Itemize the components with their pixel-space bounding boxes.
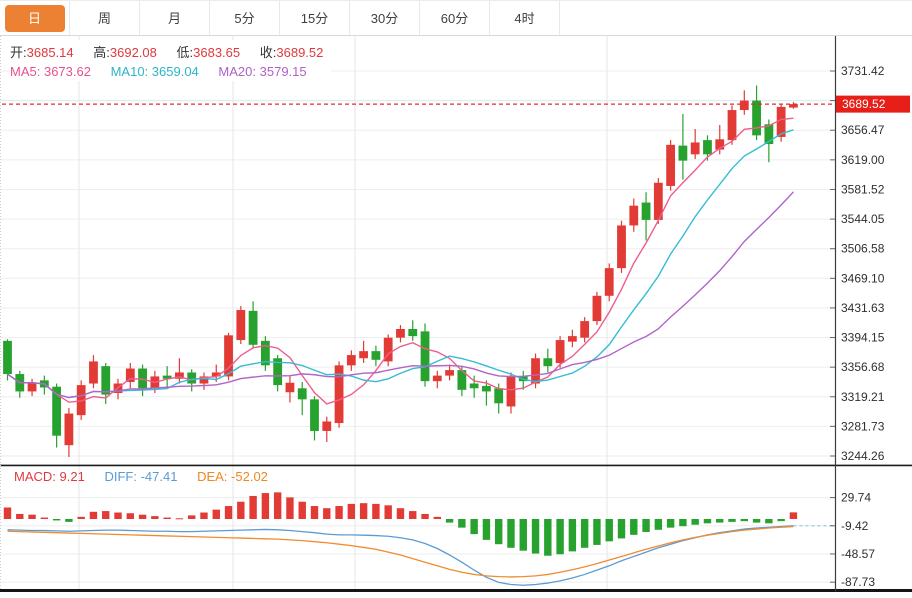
price-axis-labels: 3731.42 3656.47 3619.00 3581.52 3544.05 3506.… <box>841 64 885 589</box>
price-axis-label: 3581.52 <box>841 182 885 196</box>
ma10-value: 3659.04 <box>151 64 199 79</box>
price-axis-label: 3619.00 <box>841 153 885 167</box>
tab-label-15min: 15分 <box>300 10 329 26</box>
price-gridlines <box>0 70 835 457</box>
tab-month[interactable]: 月 <box>140 1 210 35</box>
ma5-value: 3673.62 <box>43 64 91 79</box>
tab-label-5min: 5分 <box>234 10 255 26</box>
tab-label-day: 日 <box>4 4 65 32</box>
close-value: 3689.52 <box>276 45 324 60</box>
price-axis-label: 3281.73 <box>841 419 885 433</box>
diff-line <box>7 525 794 586</box>
tab-60min[interactable]: 60分 <box>420 1 490 35</box>
high-label: 高: <box>93 45 110 60</box>
ma10-pair: MA10: 3659.04 <box>111 64 199 79</box>
ma5-label: MA5: <box>10 64 41 79</box>
tab-5min[interactable]: 5分 <box>210 1 280 35</box>
ma5-pair: MA5: 3673.62 <box>10 64 91 79</box>
macd-pair: MACD: 9.21 <box>14 469 85 484</box>
macd-value: 9.21 <box>59 469 85 484</box>
price-axis-label: 3356.68 <box>841 360 885 374</box>
ma20-value: 3579.15 <box>259 64 307 79</box>
tab-label-4hour: 4时 <box>514 10 535 26</box>
macd-label: MACD: <box>14 469 56 484</box>
high-pair: 高:3692.08 <box>93 45 157 60</box>
dea-pair: DEA: -52.02 <box>197 469 268 484</box>
price-axis-label: 3244.26 <box>841 449 885 463</box>
low-value: 3683.65 <box>193 45 241 60</box>
price-axis-label: 3731.42 <box>841 64 885 78</box>
dea-line <box>7 525 794 578</box>
high-value: 3692.08 <box>109 45 157 60</box>
low-pair: 低:3683.65 <box>177 45 241 60</box>
macd-gridlines <box>0 497 835 583</box>
macd-axis-label: -9.42 <box>841 519 869 533</box>
ma20-line <box>7 191 794 399</box>
tab-label-month: 月 <box>167 10 181 26</box>
macd-axis-label: -87.73 <box>841 575 875 589</box>
ma20-label: MA20: <box>218 64 256 79</box>
macd-axis-label: -48.57 <box>841 547 875 561</box>
open-pair: 开:3685.14 <box>10 45 74 60</box>
tab-week[interactable]: 周 <box>70 1 140 35</box>
macd-histogram <box>3 492 798 556</box>
tab-day[interactable]: 日 <box>0 1 70 35</box>
price-axis-label: 3506.58 <box>841 242 885 256</box>
low-label: 低: <box>176 45 194 60</box>
close-pair: 收:3689.52 <box>260 45 324 60</box>
ma10-line <box>7 129 794 399</box>
current-price-badge <box>836 95 910 113</box>
open-label: 开: <box>10 45 27 60</box>
ma-row: MA5: 3673.62 MA10: 3659.04 MA20: 3579.15 <box>10 62 331 81</box>
tab-label-60min: 60分 <box>440 10 469 26</box>
price-axis-label: 3656.47 <box>841 123 885 137</box>
dea-label: DEA: <box>197 469 228 484</box>
vertical-gridlines <box>78 36 608 591</box>
tab-15min[interactable]: 15分 <box>280 1 350 35</box>
price-axis-label: 3544.05 <box>841 212 885 226</box>
tab-30min[interactable]: 30分 <box>350 1 420 35</box>
diff-pair: DIFF: -47.41 <box>104 469 177 484</box>
ma5-line <box>7 117 794 405</box>
macd-axis-label: 29.74 <box>841 491 871 505</box>
diff-label: DIFF: <box>104 469 137 484</box>
current-price-badge-text: 3689.52 <box>842 97 886 111</box>
axis-ticks <box>830 70 835 583</box>
candlestick-series <box>3 85 798 458</box>
close-label: 收: <box>259 45 277 60</box>
diff-value: -47.41 <box>140 469 178 484</box>
tab-label-30min: 30分 <box>370 10 399 26</box>
price-axis-label: 3431.63 <box>841 301 885 315</box>
tab-label-week: 周 <box>97 10 111 26</box>
macd-indicator-row: MACD: 9.21 DIFF: -47.41 DEA: -52.02 <box>14 469 284 484</box>
timeframe-tabbar: 日 周 月 5分 15分 30分 60分 4时 <box>0 0 912 36</box>
price-axis-label: 3319.21 <box>841 390 885 404</box>
tab-4hour[interactable]: 4时 <box>490 1 560 35</box>
price-axis-label: 3469.10 <box>841 271 885 285</box>
dea-value: -52.02 <box>231 469 268 484</box>
ma10-label: MA10: <box>110 64 149 79</box>
ohlc-row: 开:3685.14 高:3692.08 低:3683.65 收:3689.52 <box>10 40 348 63</box>
open-value: 3685.14 <box>26 45 74 60</box>
price-axis-label: 3394.15 <box>841 331 885 345</box>
ma20-pair: MA20: 3579.15 <box>218 64 306 79</box>
